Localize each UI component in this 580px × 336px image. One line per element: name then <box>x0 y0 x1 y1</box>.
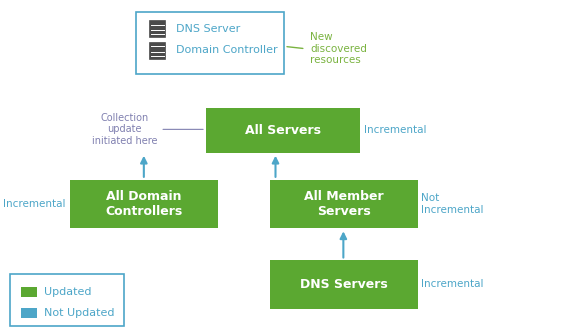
FancyBboxPatch shape <box>10 274 124 326</box>
Text: DNS Servers: DNS Servers <box>300 278 387 291</box>
FancyBboxPatch shape <box>206 108 360 153</box>
FancyBboxPatch shape <box>136 12 284 74</box>
Text: All Member
Servers: All Member Servers <box>304 190 383 218</box>
Text: Incremental: Incremental <box>3 199 66 209</box>
Text: Incremental: Incremental <box>420 279 483 289</box>
Text: Collection
update
initiated here: Collection update initiated here <box>92 113 203 146</box>
Text: New
discovered
resources: New discovered resources <box>310 32 367 65</box>
FancyBboxPatch shape <box>21 307 37 318</box>
FancyBboxPatch shape <box>149 20 165 37</box>
Text: Updated: Updated <box>44 287 92 297</box>
Text: DNS Server: DNS Server <box>176 24 240 34</box>
Text: All Domain
Controllers: All Domain Controllers <box>105 190 182 218</box>
FancyBboxPatch shape <box>270 260 418 309</box>
Text: Incremental: Incremental <box>364 125 427 135</box>
Text: Not
Incremental: Not Incremental <box>420 194 483 215</box>
FancyBboxPatch shape <box>149 42 165 59</box>
Text: All Servers: All Servers <box>245 124 321 137</box>
FancyBboxPatch shape <box>270 180 418 228</box>
FancyBboxPatch shape <box>70 180 218 228</box>
Text: Not Updated: Not Updated <box>44 308 115 318</box>
FancyBboxPatch shape <box>21 287 37 297</box>
Text: Domain Controller: Domain Controller <box>176 45 277 55</box>
